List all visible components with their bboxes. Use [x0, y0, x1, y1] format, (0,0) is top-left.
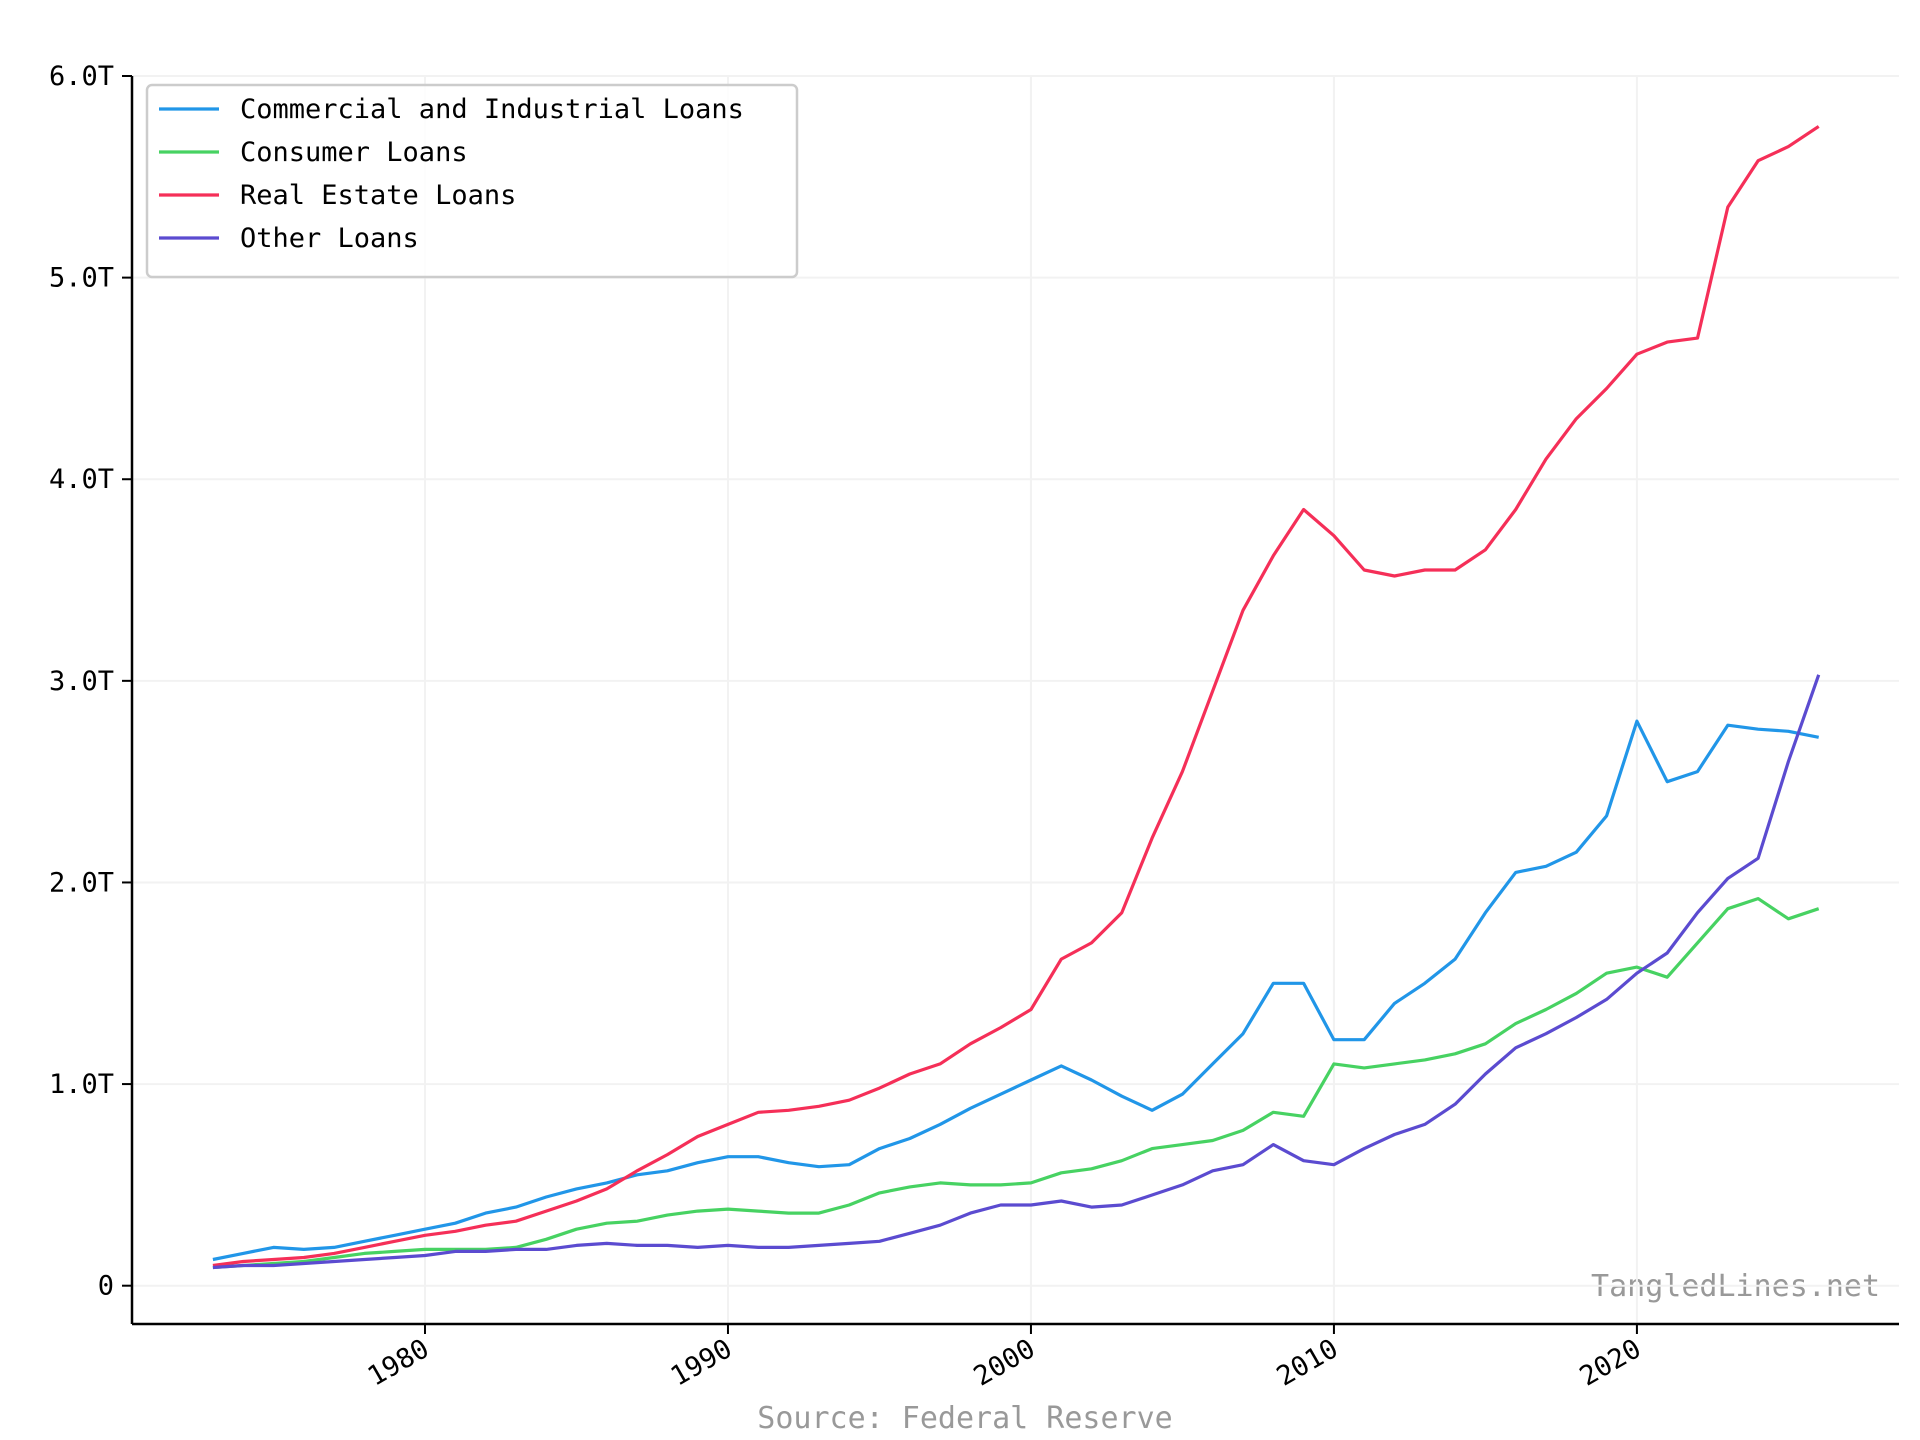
y-tick-label: 5.0T	[49, 263, 114, 294]
legend-label: Other Loans	[240, 223, 419, 254]
series-line	[212, 125, 1820, 1268]
y-tick-label: 0	[98, 1271, 114, 1302]
y-tick-label: 2.0T	[49, 867, 114, 898]
source-note: Source: Federal Reserve	[757, 1401, 1172, 1436]
legend-label: Real Estate Loans	[240, 180, 516, 211]
y-tick-label: 3.0T	[49, 666, 114, 697]
series-line	[212, 674, 1821, 1270]
legend-box	[145, 83, 799, 279]
legend: Commercial and Industrial Loans Consumer …	[145, 83, 799, 279]
x-tick-label: 2000	[969, 1333, 1041, 1392]
y-tick-label: 4.0T	[49, 464, 114, 495]
x-tick-label: 2020	[1575, 1333, 1647, 1392]
legend-label: Consumer Loans	[240, 137, 468, 168]
y-tick-label: 1.0T	[49, 1069, 114, 1100]
legend-label: Commercial and Industrial Loans	[240, 94, 744, 125]
x-tick-label: 2010	[1272, 1333, 1344, 1392]
y-tick-label: 6.0T	[49, 61, 114, 92]
series-line	[212, 897, 1820, 1270]
x-tick-label: 1990	[666, 1333, 738, 1392]
x-tick-label: 1980	[363, 1333, 435, 1392]
series-line	[212, 719, 1820, 1262]
